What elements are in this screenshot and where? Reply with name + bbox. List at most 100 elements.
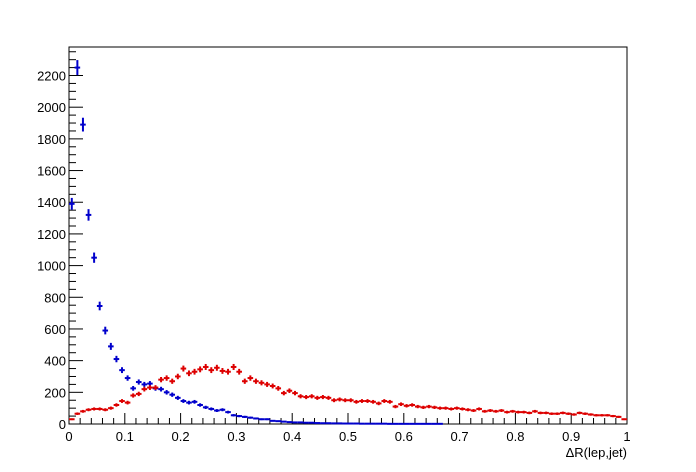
- y-tick-label: 1600: [37, 164, 66, 179]
- data-point: [124, 375, 131, 381]
- data-point: [69, 418, 75, 421]
- data-point: [124, 400, 131, 405]
- x-tick-label: 0.6: [395, 429, 413, 444]
- data-point: [286, 421, 293, 424]
- data-point: [465, 408, 471, 412]
- data-point: [403, 404, 410, 408]
- data-point: [147, 385, 153, 390]
- data-point: [108, 342, 114, 350]
- data-point: [437, 406, 443, 410]
- data-point: [359, 399, 365, 403]
- data-point: [102, 408, 109, 412]
- x-tick-label: 0.1: [116, 429, 134, 444]
- data-point: [303, 395, 309, 400]
- data-point: [532, 409, 538, 413]
- data-point: [336, 422, 343, 425]
- data-point: [331, 398, 337, 403]
- data-point: [348, 422, 354, 425]
- data-point: [576, 411, 583, 415]
- data-point: [548, 412, 555, 415]
- data-point: [599, 414, 605, 417]
- plot-frame: [68, 46, 628, 425]
- data-point: [498, 409, 505, 412]
- data-point: [554, 412, 561, 415]
- data-point: [543, 411, 549, 415]
- data-point: [286, 388, 293, 394]
- data-point: [515, 410, 521, 414]
- data-point: [442, 406, 449, 410]
- data-point: [370, 399, 376, 404]
- data-point: [314, 422, 321, 425]
- data-point: [169, 378, 176, 384]
- data-point: [353, 399, 360, 404]
- data-point: [74, 60, 81, 76]
- data-point: [459, 407, 466, 411]
- data-point: [431, 405, 438, 409]
- y-tick-label: 1000: [37, 259, 66, 274]
- data-point: [202, 405, 209, 409]
- data-point: [163, 390, 170, 395]
- data-point: [320, 395, 326, 400]
- data-point: [481, 409, 488, 413]
- data-point: [470, 409, 477, 412]
- data-point: [175, 373, 181, 380]
- data-point: [258, 418, 265, 421]
- x-tick-label: 0.4: [283, 429, 301, 444]
- data-point: [202, 363, 209, 370]
- series-2: [69, 363, 627, 421]
- data-point: [197, 403, 203, 407]
- data-point: [565, 412, 572, 415]
- data-point: [141, 386, 148, 392]
- data-point: [281, 390, 287, 396]
- data-point: [297, 421, 304, 424]
- data-point: [342, 422, 348, 425]
- data-point: [364, 399, 371, 403]
- data-point: [175, 395, 181, 400]
- data-point: [152, 385, 159, 390]
- data-point: [448, 407, 455, 411]
- data-point: [281, 420, 287, 423]
- data-point: [253, 378, 259, 384]
- data-point: [348, 398, 354, 403]
- data-point: [119, 399, 125, 403]
- data-point: [398, 402, 404, 406]
- data-point: [208, 367, 215, 374]
- data-point: [236, 368, 242, 375]
- data-point: [331, 422, 337, 425]
- data-point: [186, 370, 192, 377]
- data-point: [241, 378, 248, 384]
- data-point: [320, 422, 326, 425]
- data-point: [163, 375, 170, 381]
- y-axis: 0 200 400 600 800 1000 1200 1400 1600 1800 2000 220…: [37, 51, 83, 432]
- data-point: [587, 413, 594, 416]
- x-tick-label: 1: [623, 429, 630, 444]
- data-point: [308, 421, 315, 424]
- data-point: [409, 403, 415, 407]
- data-point: [219, 408, 226, 412]
- data-point: [571, 413, 577, 416]
- series-1: [69, 60, 443, 425]
- data-point: [314, 395, 321, 400]
- data-point: [387, 399, 393, 404]
- data-point: [241, 415, 248, 418]
- data-point: [325, 422, 332, 425]
- data-point: [130, 393, 136, 398]
- y-tick-label: 1200: [37, 227, 66, 242]
- data-point: [420, 405, 427, 409]
- x-tick-label: 0.5: [339, 429, 357, 444]
- plot-border: [68, 46, 628, 425]
- data-point: [191, 368, 198, 375]
- data-point: [426, 404, 432, 409]
- data-point: [158, 376, 164, 383]
- data-point: [180, 399, 187, 403]
- data-point: [74, 412, 81, 415]
- data-point: [526, 411, 533, 415]
- data-point: [219, 368, 226, 374]
- data-point: [113, 355, 120, 363]
- y-tick-label: 200: [44, 385, 66, 400]
- data-point: [336, 397, 343, 402]
- data-point: [236, 414, 242, 418]
- x-tick-label: 0.2: [172, 429, 190, 444]
- data-point: [186, 400, 192, 405]
